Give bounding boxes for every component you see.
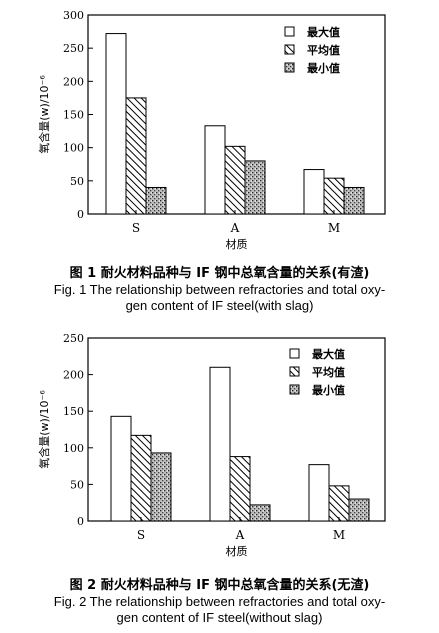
x-axis-label: 材质 bbox=[226, 237, 248, 251]
caption-en-2-line-1: Fig. 2 The relationship between refracto… bbox=[53, 594, 386, 609]
bar-S-最大值 bbox=[105, 33, 127, 215]
y-tick-label: 150 bbox=[63, 109, 84, 122]
bar-M-最大值 bbox=[308, 464, 330, 522]
x-tick-label: A bbox=[230, 221, 240, 235]
y-tick-label: 300 bbox=[63, 9, 84, 22]
caption-en-1-line-2: gen content of IF steel(with slag) bbox=[125, 298, 314, 313]
caption-en-1-line-1: Fig. 1 The relationship between refracto… bbox=[53, 282, 386, 297]
y-tick-label: 200 bbox=[63, 75, 84, 88]
y-axis-label: 氧含量(w)/10⁻⁶ bbox=[37, 75, 51, 154]
bar-M-最小值 bbox=[348, 498, 370, 522]
legend-label: 平均值 bbox=[307, 43, 340, 57]
x-tick-label: S bbox=[132, 221, 140, 235]
legend-swatch bbox=[289, 348, 300, 359]
bar-A-平均值 bbox=[224, 145, 246, 215]
bar-S-最小值 bbox=[150, 452, 172, 522]
legend-label: 最大值 bbox=[312, 347, 345, 361]
bar-M-最小值 bbox=[343, 186, 365, 215]
y-tick-label: 50 bbox=[70, 478, 84, 491]
bar-S-平均值 bbox=[125, 97, 147, 215]
legend-swatch bbox=[284, 26, 295, 37]
x-tick-label: M bbox=[333, 528, 345, 542]
bar-M-平均值 bbox=[323, 177, 345, 215]
legend-swatch bbox=[289, 384, 300, 395]
bar-S-最大值 bbox=[110, 415, 132, 522]
y-tick-label: 100 bbox=[63, 142, 84, 155]
y-tick-label: 150 bbox=[63, 405, 84, 418]
chart-1: 0 50 100 150 200 250 300 氧含量(w)/10⁻⁶ S A M 材质 最大值平均值… bbox=[37, 9, 386, 251]
legend-label: 最小值 bbox=[312, 383, 345, 397]
caption-cn-1: 图 1 耐火材料品种与 IF 钢中总氧含量的关系(有渣) bbox=[69, 266, 370, 281]
legend-swatch bbox=[284, 44, 295, 55]
legend-label: 最小值 bbox=[307, 61, 340, 75]
bar-A-最大值 bbox=[209, 366, 231, 522]
caption-cn-2: 图 2 耐火材料品种与 IF 钢中总氧含量的关系(无渣) bbox=[69, 578, 370, 593]
figure-2: 0 50 100 150 200 250 氧含量(w)/10⁻⁶ S A M 材质 最大值平均值最小值… bbox=[0, 322, 439, 633]
bar-A-最大值 bbox=[204, 125, 226, 215]
legend-label: 最大值 bbox=[307, 25, 340, 39]
y-tick-label: 0 bbox=[77, 515, 84, 528]
y-tick-label: 250 bbox=[63, 42, 84, 55]
bar-S-平均值 bbox=[130, 434, 152, 522]
y-tick-label: 200 bbox=[63, 369, 84, 382]
x-tick-label: S bbox=[137, 528, 145, 542]
x-tick-label: M bbox=[328, 221, 340, 235]
bar-S-最小值 bbox=[145, 186, 167, 215]
legend-swatch bbox=[289, 366, 300, 377]
y-axis-label: 氧含量(w)/10⁻⁶ bbox=[37, 390, 51, 469]
bar-A-最小值 bbox=[244, 160, 266, 215]
bar-M-最大值 bbox=[303, 169, 325, 215]
figure-1: 0 50 100 150 200 250 300 氧含量(w)/10⁻⁶ S A M 材质 最大值平均值… bbox=[37, 9, 386, 313]
bar-A-平均值 bbox=[229, 456, 251, 522]
caption-en-2-line-2: gen content of IF steel(without slag) bbox=[116, 610, 323, 625]
legend-swatch bbox=[284, 62, 295, 73]
x-axis-label: 材质 bbox=[226, 544, 248, 558]
legend-label: 平均值 bbox=[312, 365, 345, 379]
y-tick-label: 100 bbox=[63, 442, 84, 455]
y-tick-label: 0 bbox=[77, 208, 84, 221]
y-tick-label: 50 bbox=[70, 175, 84, 188]
x-tick-label: A bbox=[235, 528, 245, 542]
y-tick-label: 250 bbox=[63, 332, 84, 345]
bar-M-平均值 bbox=[328, 485, 350, 522]
bar-A-最小值 bbox=[249, 504, 271, 522]
